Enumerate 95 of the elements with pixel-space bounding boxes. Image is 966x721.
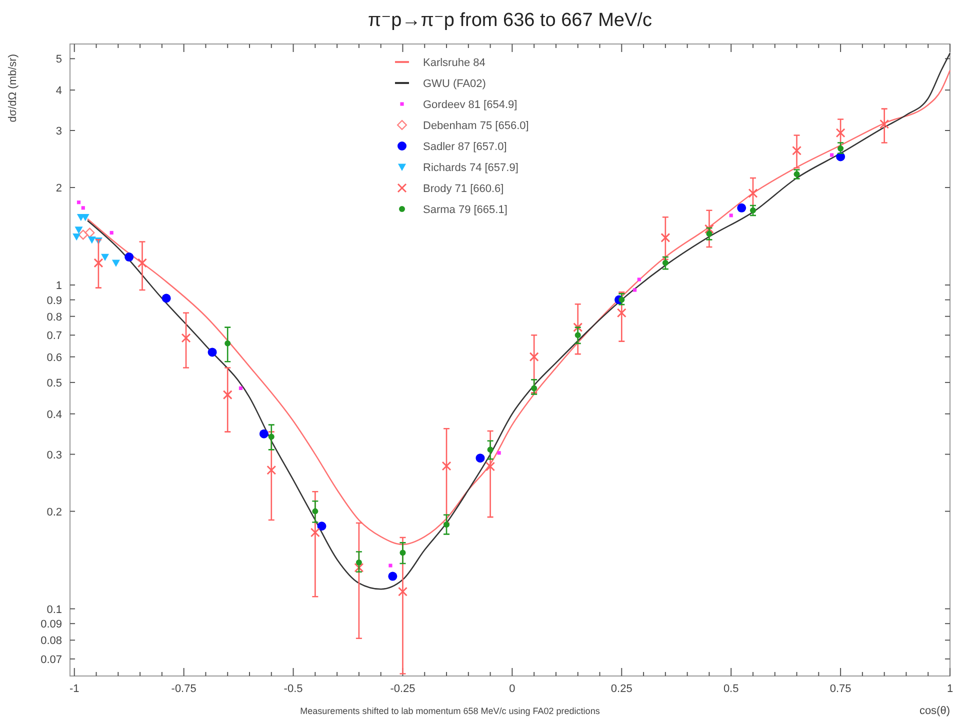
y-tick-label: 0.5 [46,377,62,390]
point [356,559,362,566]
x-tick-label: 0.5 [723,683,739,695]
point [748,188,758,198]
x-tick-label: 0 [509,683,516,695]
point [388,572,398,581]
point [660,232,670,242]
y-tick-label: 0.1 [46,604,62,616]
legend-label: Debenham 75 [656.0] [423,120,529,132]
legend-label: Sarma 79 [665.1] [423,204,508,216]
y-tick-label: 4 [56,85,62,98]
point [662,260,668,266]
point [76,200,81,204]
legend-label: Richards 74 [657.9] [423,162,518,174]
point [706,230,712,237]
point [487,446,494,453]
point [84,228,95,238]
point [224,340,231,346]
point [388,564,392,568]
point [573,322,583,332]
point [729,214,733,218]
y-tick-label: 0.08 [40,635,62,648]
point [838,145,844,152]
x-tick-label: 1 [946,683,954,695]
point [444,522,450,528]
point [616,308,626,318]
y-tick-label: 0.2 [46,506,62,518]
x-tick-label: -0.25 [390,683,416,695]
y-tick-label: 0.07 [40,654,62,666]
point [78,230,88,240]
y-tick-label: 1 [56,280,62,292]
point [398,586,408,596]
point [88,236,96,244]
text: Measurements shifted to lab momentum 658 MeV/c using FA02 predictions [300,706,600,716]
point [632,288,637,292]
point [637,278,641,282]
x-tick-label: -1 [69,683,80,695]
y-tick-label: 2 [56,182,62,195]
point [72,233,81,241]
x-tick-label: -0.75 [171,683,196,695]
y-tick-label: 0.3 [46,449,62,462]
point [476,454,485,463]
point [442,461,452,471]
point [238,386,243,390]
y-tick-label: 0.4 [46,408,62,421]
point [836,128,846,138]
y-tick-label: 0.09 [40,618,62,631]
x-tick-label: -0.5 [284,683,303,695]
point [162,294,171,303]
point [880,119,890,129]
y-tick-label: 0.7 [46,330,62,342]
point [486,462,496,472]
point [792,146,802,156]
chart-title: π⁻p→π⁻p from 636 to 667 MeV/c [368,10,652,31]
point [737,203,746,212]
point [830,153,834,157]
point [81,206,85,210]
point [497,451,501,455]
point [310,528,320,538]
point [266,465,276,475]
legend-label: Karlsruhe 84 [423,57,486,69]
point [312,508,318,514]
point [222,390,232,400]
point [181,333,191,343]
point [101,254,110,262]
point [618,296,625,303]
point [112,260,120,267]
point [400,550,406,556]
legend-label: Gordeev 81 [654.9] [423,99,518,111]
y-tick-label: 0.9 [46,294,62,307]
point [137,258,147,268]
y-tick-label: 5 [56,54,62,66]
x-tick-label: 0.25 [610,683,632,695]
point [268,434,274,440]
point [531,385,538,392]
point [94,258,104,268]
legend-label: Brody 71 [660.6] [423,183,504,195]
point [259,429,268,438]
x-tick-label: 0.75 [830,683,852,695]
point [110,230,114,235]
point [74,226,83,234]
point [574,332,581,338]
legend-label: Sadler 87 [657.0] [423,141,507,153]
x-axis-title: cos(θ) [919,705,950,717]
y-tick-label: 3 [56,126,62,138]
y-tick-label: 0.6 [46,352,62,364]
y-tick-label: 0.8 [46,311,62,324]
point [208,348,217,357]
point [704,224,714,234]
point [317,522,326,531]
point [354,562,364,572]
legend-label: GWU (FA02) [423,78,486,90]
y-axis-title: dσ/dΩ (mb/sr) [7,54,19,122]
point [124,252,134,262]
point [529,352,539,362]
